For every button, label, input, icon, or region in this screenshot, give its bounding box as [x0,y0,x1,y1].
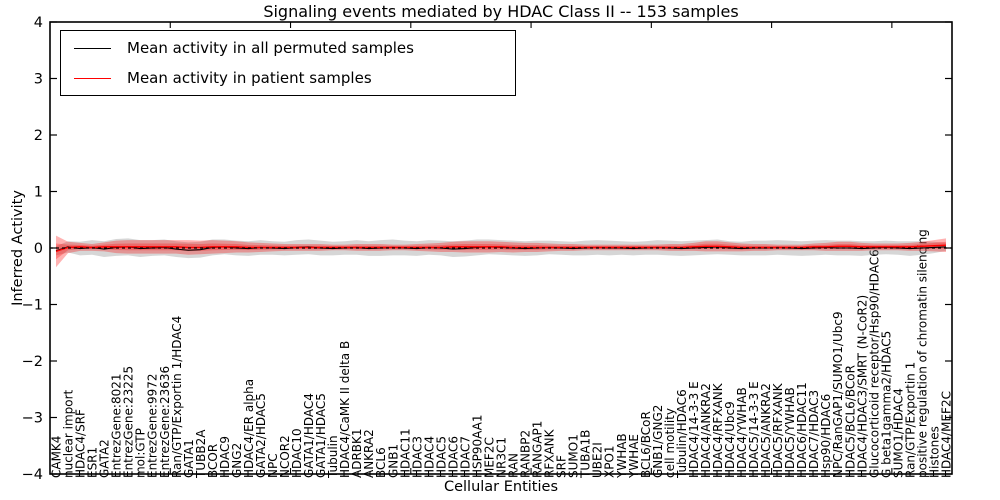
x-tick-label: GATA2 [98,439,112,478]
legend-entry-permuted: Mean activity in all permuted samples [61,35,515,61]
x-tick-label: EntrezGene:23225 [122,366,136,478]
x-tick-label: Tubulin/HDAC6 [675,389,689,479]
legend-box: Mean activity in all permuted samples Me… [60,30,516,96]
patient-std-band [56,235,946,268]
x-tick-label: cell motility [663,408,677,478]
x-tick-label: GATA1 [182,439,196,478]
x-tick-label: BCOR [206,444,220,478]
y-tick-label: 4 [34,15,43,31]
x-tick-label: MEF2C [482,437,496,478]
x-tick-label: HDAC3 [410,436,424,478]
chart-title: Signaling events mediated by HDAC Class … [263,2,739,21]
x-tick-label: Hsp90/HDAC6 [819,394,833,478]
x-tick-label: NPC [266,453,280,478]
x-tick-label: HDAC5/14-3-3 E [747,381,761,478]
patient-line-swatch [74,77,111,79]
x-tick-label: GNB1/GNG2 [651,405,665,478]
x-tick-label: HDAC5/YWHAB [783,387,797,478]
x-tick-label: HDAC4/Ubc9 [723,401,737,478]
x-tick-label: Tubulin [326,435,340,479]
y-tick-label: 1 [34,185,43,201]
x-tick-label: mol:GTP [134,428,148,478]
x-tick-label: HDAC4/CaMK II delta B [338,341,352,478]
x-tick-label: HDAC5 [434,436,448,478]
x-tick-label: EntrezGene:9972 [146,374,160,479]
x-tick-label: YWHAE [627,434,641,479]
x-tick-label: BCL6 [374,447,388,478]
y-tick-label: 3 [34,72,43,88]
x-tick-label: UBE2I [591,442,605,478]
x-tick-label: HDAC5/BCL6/BCoR [843,365,857,478]
x-tick-label: HDAC4/ER alpha [242,379,256,478]
x-tick-label: XPO1 [603,445,617,478]
x-tick-label: GNB1 [386,444,400,478]
x-tick-label: GATA1/HDAC5 [314,393,328,478]
x-tick-label: HDAC4/RFXANK [711,382,725,478]
x-tick-label: HDAC7 [458,436,472,478]
x-tick-label: HDAC4/YWHAB [735,387,749,478]
x-tick-label: TUBB2A [194,429,208,479]
x-tick-label: Ran/GTP/Exportin 1/HDAC4 [170,316,184,478]
y-tick-label: −3 [22,411,43,427]
y-axis-label: Inferred Activity [10,190,26,306]
x-tick-label: HDAC4/HDAC3/SMRT (N-CoR2) [855,295,869,478]
permuted-line-swatch [74,47,111,49]
x-axis-label: Cellular Entities [443,479,559,495]
x-tick-label: HDAC11 [398,428,412,478]
x-tick-label: HDAC6/HDAC11 [795,382,809,478]
x-tick-label: NR3C1 [495,437,509,478]
x-tick-label: G beta1gamma2/HDAC5 [879,331,893,478]
x-tick-label: RAN [507,453,521,478]
x-tick-label: BCL6/BCoR [639,411,653,478]
y-tick-label: 2 [34,128,43,144]
legend-entry-patient: Mean activity in patient samples [61,65,515,91]
x-tick-label: SUMO1/HDAC4 [891,388,905,478]
x-tick-label: HDAC4/ANKRA2 [699,383,713,478]
x-tick-label: YWHAB [615,433,629,479]
x-tick-label: RFXANK [543,428,557,478]
x-tick-label: NPC/RanGAP1/SUMO1/Ubc9 [831,311,845,478]
x-tick-label: EntrezGene:8021 [110,374,124,479]
x-tick-label: HDAC6 [446,436,460,478]
x-tick-label: SUMO1 [567,434,581,478]
y-tick-label: −4 [22,467,43,483]
x-tick-label: HDAC10 [290,428,304,478]
x-tick-label: RANBP2 [519,430,533,478]
x-tick-label: Glucocorticoid receptor/Hsp90/HDAC6 [867,249,881,478]
x-tick-label: HDAC5/RFXANK [771,382,785,478]
x-tick-label: Ran/GTP/Exportin 1 [903,362,917,478]
y-tick-label: −2 [22,354,43,370]
x-tick-label: ANKRA2 [362,429,376,478]
y-tick-label: −1 [22,298,43,314]
x-tick-label: HDAC4/SRF [74,409,88,478]
x-tick-label: SRF [555,455,569,478]
x-tick-label: HDAC7/HDAC3 [807,390,821,478]
x-tick-label: Histones [927,426,941,478]
x-tick-label: HDAC5/ANKRA2 [759,383,773,478]
x-tick-label: CAMK4 [50,436,64,478]
x-tick-label: NCOR2 [278,435,292,478]
x-tick-label: HDAC4/14-3-3 E [687,381,701,478]
x-tick-label: ESR1 [86,447,100,478]
x-tick-label: positive regulation of chromatin silenci… [915,229,929,478]
y-tick-label: 0 [34,241,43,257]
legend-label-permuted: Mean activity in all permuted samples [127,39,414,57]
x-tick-label: GATA1/HDAC4 [302,393,316,478]
legend-label-patient: Mean activity in patient samples [127,69,372,87]
plot-frame [49,21,953,475]
patient-mean-line [55,244,947,253]
x-tick-label: GNG2 [230,443,244,478]
x-tick-label: HDAC4/MEF2C [939,391,953,478]
x-tick-label: HDAC4 [422,436,436,478]
x-tick-label: ADRBK1 [350,428,364,478]
x-tick-label: GATA2/HDAC5 [254,393,268,478]
x-tick-label: nuclear import [62,389,76,478]
x-tick-label: EntrezGene:23636 [158,366,172,478]
x-tick-label: HDAC9 [218,436,232,478]
x-tick-label: TUBA1B [579,430,593,479]
x-tick-label: HSP90AA1 [470,414,484,478]
x-tick-label: RANGAP1 [531,421,545,478]
